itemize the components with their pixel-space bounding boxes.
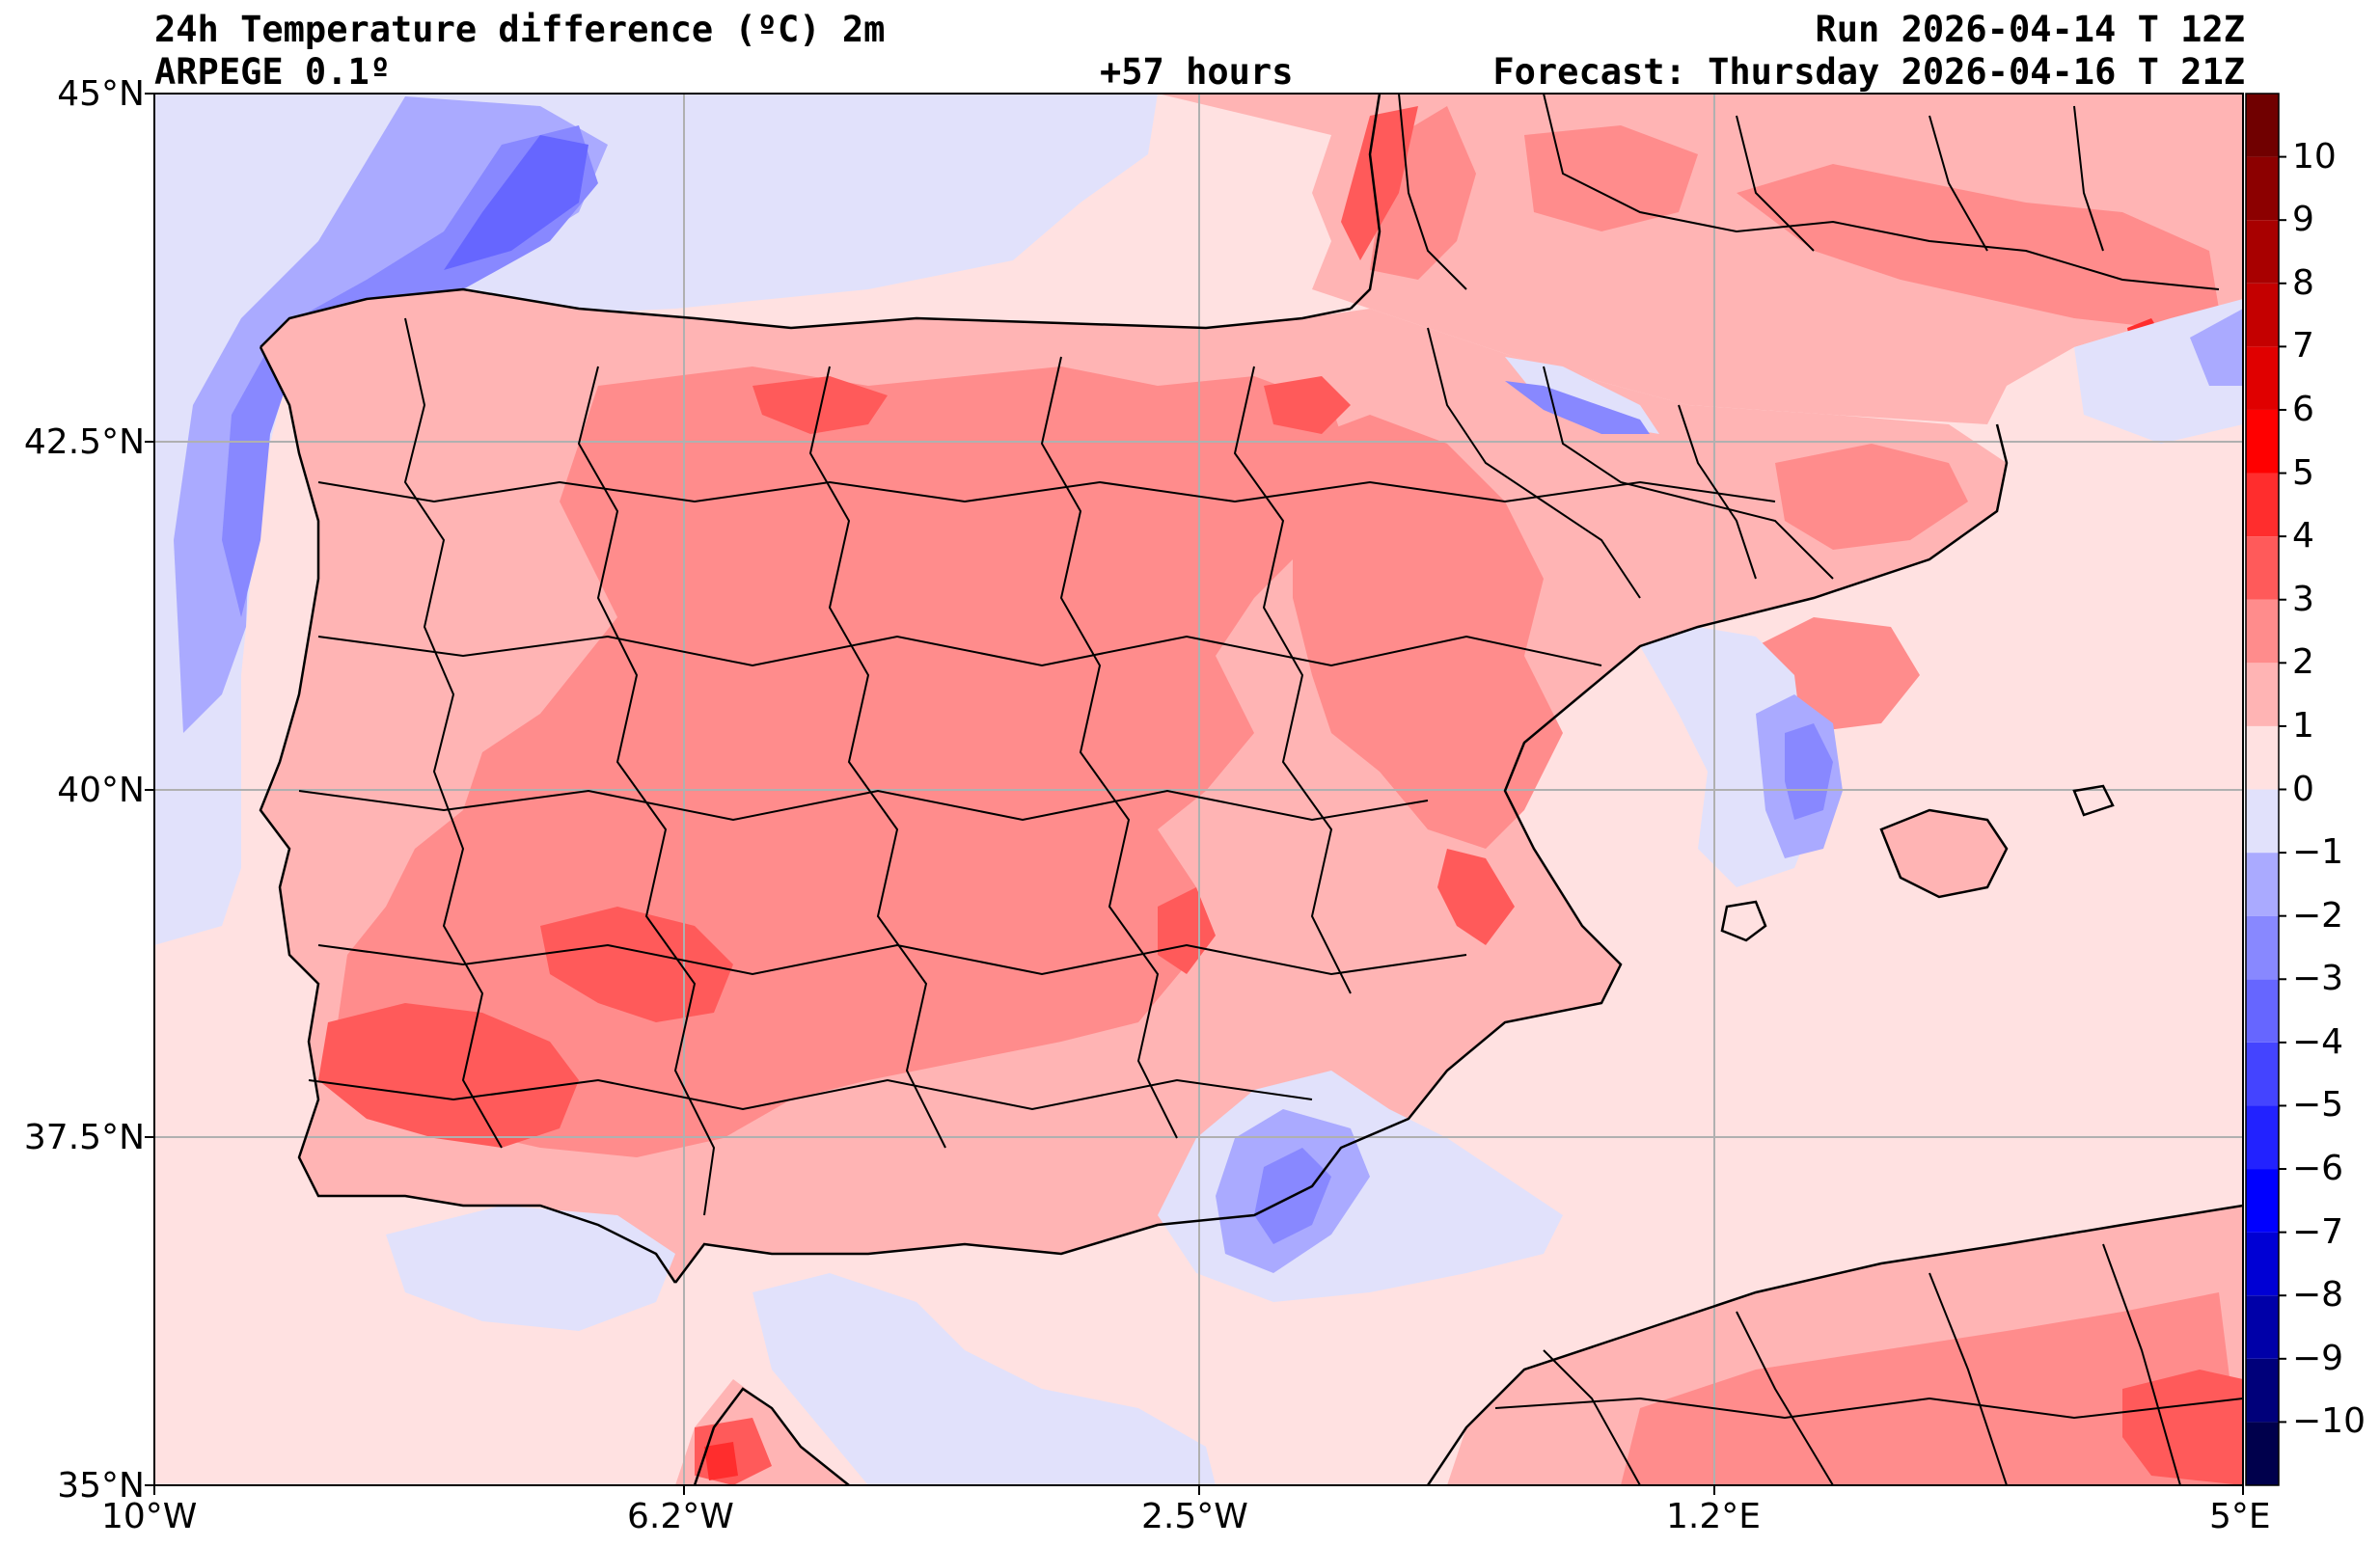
- colorbar-tick-label: −1: [2292, 832, 2344, 873]
- run-label: Run 2026-04-14 T 12Z: [1815, 9, 2245, 50]
- cool-region-atlantic-4: [444, 135, 588, 270]
- colorbar-tick-label: 6: [2292, 389, 2314, 429]
- colorbar-segment: [2246, 473, 2279, 537]
- colorbar-tick-label: −8: [2292, 1275, 2344, 1316]
- colorbar-segment: [2246, 283, 2279, 347]
- colorbar-tick-label: −7: [2292, 1211, 2344, 1252]
- colorbar-tick-label: −9: [2292, 1338, 2344, 1378]
- colorbar-tick-label: −6: [2292, 1149, 2344, 1189]
- colorbar-segment: [2246, 725, 2279, 790]
- model-label: ARPEGE 0.1º: [154, 51, 392, 93]
- colorbar-segment: [2246, 853, 2279, 916]
- colorbar-tick-label: −10: [2292, 1401, 2366, 1442]
- lead-time-label: +57 hours: [1100, 51, 1294, 93]
- colorbar-segment: [2246, 915, 2279, 980]
- chart-title: 24h Temperature difference (ºC) 2m: [154, 9, 886, 50]
- colorbar-segment: [2246, 1105, 2279, 1170]
- forecast-label: Forecast: Thursday 2026-04-16 T 21Z: [1492, 51, 2245, 93]
- lat-tick-label: 35°N: [57, 1466, 145, 1506]
- colorbar-segment: [2246, 979, 2279, 1043]
- warm-patches-4: [318, 106, 2243, 1485]
- lon-tick-label: 6.2°W: [627, 1497, 734, 1536]
- colorbar-segment: [2246, 536, 2279, 600]
- lat-tick-label: 42.5°N: [23, 422, 145, 462]
- colorbar-tick-label: −3: [2292, 959, 2344, 999]
- lat-tick-label: 40°N: [57, 771, 145, 810]
- colorbar-segment: [2246, 409, 2279, 474]
- colorbar-segment: [2246, 1232, 2279, 1296]
- colorbar-segment: [2246, 663, 2279, 726]
- colorbar-segment: [2246, 599, 2279, 664]
- colorbar-tick-label: 3: [2292, 579, 2314, 619]
- colorbar-segment: [2246, 1169, 2279, 1233]
- lon-tick-label: 1.2°E: [1666, 1497, 1761, 1536]
- colorbar: [2245, 93, 2286, 1486]
- colorbar-segment: [2246, 156, 2279, 221]
- colorbar-segment: [2246, 789, 2279, 854]
- colorbar-tick-label: 4: [2292, 516, 2314, 556]
- cool-regions-mediterranean: [386, 299, 2243, 1485]
- colorbar-segment: [2246, 1295, 2279, 1359]
- colorbar-tick-label: 2: [2292, 642, 2314, 683]
- colorbar-segment: [2246, 94, 2279, 157]
- colorbar-tick-label: 1: [2292, 705, 2314, 746]
- colorbar-segment: [2246, 346, 2279, 410]
- colorbar-tick-label: −2: [2292, 895, 2344, 936]
- colorbar-tick-label: 8: [2292, 262, 2314, 303]
- colorbar-segment: [2246, 220, 2279, 284]
- province-borders: [298, 94, 2243, 1485]
- graticule: [154, 94, 2243, 1485]
- colorbar-tick-label: −4: [2292, 1021, 2344, 1062]
- colorbar-segment: [2246, 1358, 2279, 1423]
- lon-tick-label: 10°W: [101, 1497, 198, 1536]
- mallorca-island: [1881, 810, 2007, 897]
- lon-tick-label: 5°E: [2209, 1497, 2271, 1536]
- lon-tick-label: 2.5°W: [1141, 1497, 1248, 1536]
- colorbar-tick-label: −5: [2292, 1085, 2344, 1126]
- colorbar-tick-label: 0: [2292, 769, 2314, 809]
- colorbar-tick-label: 10: [2292, 136, 2337, 176]
- colorbar-segment: [2246, 1422, 2279, 1485]
- colorbar-tick-label: 9: [2292, 200, 2314, 240]
- coastlines: [259, 94, 2243, 1485]
- colorbar-segment: [2246, 1042, 2279, 1106]
- colorbar-tick-label: 7: [2292, 326, 2314, 366]
- lat-tick-label: 45°N: [57, 74, 145, 114]
- axis-ticks: [145, 93, 2244, 1495]
- lat-tick-label: 37.5°N: [23, 1118, 145, 1157]
- colorbar-tick-label: 5: [2292, 452, 2314, 493]
